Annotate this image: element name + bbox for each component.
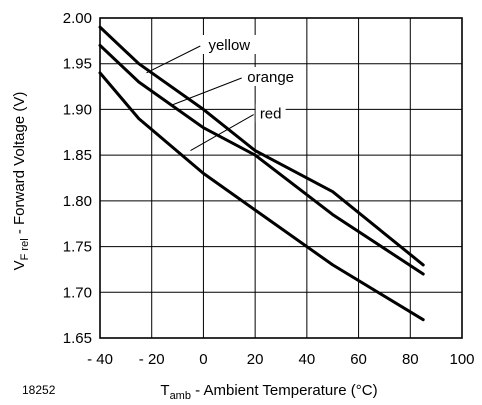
x-tick-label: 80 — [402, 351, 419, 368]
x-tick-label: - 40 — [87, 351, 113, 368]
y-axis-label-main: V — [11, 260, 28, 270]
y-tick-label: 1.70 — [63, 284, 92, 301]
grid — [100, 18, 462, 338]
x-axis-label-sub: amb — [170, 390, 191, 402]
series-label-red: red — [260, 106, 282, 123]
plot-frame — [99, 17, 463, 339]
y-tick-label: 1.65 — [63, 330, 92, 347]
y-tick-label: 1.90 — [63, 101, 92, 118]
x-tick-label: - 20 — [139, 351, 165, 368]
tick-labels: - 40 - 20 0 20 40 60 80 100 1.65 1.70 1.75 1.80 1.85… — [63, 10, 475, 368]
x-tick-label: 20 — [247, 351, 264, 368]
y-tick-label: 1.95 — [63, 56, 92, 73]
label-background-red — [255, 103, 286, 123]
series-label-yellow: yellow — [208, 37, 250, 54]
series-label-orange: orange — [247, 69, 294, 86]
series-line-orange — [98, 43, 425, 276]
leader-line-red — [190, 114, 254, 152]
x-axis-label: Tamb - Ambient Temperature (°C) — [160, 382, 377, 402]
x-axis-label-rest: - Ambient Temperature (°C) — [191, 382, 378, 399]
y-axis-label-sub: F rel — [19, 238, 31, 260]
y-axis-label: VF rel - Forward Voltage (V) — [11, 92, 31, 271]
x-tick-label: 40 — [299, 351, 316, 368]
label-background-yellow — [202, 35, 257, 54]
x-tick-label: 100 — [449, 351, 474, 368]
series-line-yellow — [98, 25, 425, 267]
y-axis-label-rest: - Forward Voltage (V) — [11, 92, 28, 239]
series-line-red — [98, 71, 425, 322]
series-lines — [98, 25, 425, 322]
y-tick-label: 1.75 — [63, 239, 92, 256]
y-tick-label: 1.80 — [63, 193, 92, 210]
figure-number: 18252 — [22, 383, 56, 397]
leader-line-yellow — [146, 45, 201, 74]
series-labels: yellow orange red — [146, 35, 298, 152]
y-tick-label: 1.85 — [63, 147, 92, 164]
x-tick-label: 60 — [350, 351, 367, 368]
x-axis-label-main: T — [160, 382, 169, 399]
label-background-orange — [243, 67, 298, 86]
y-tick-label: 2.00 — [63, 10, 92, 27]
x-tick-label: 0 — [199, 351, 207, 368]
leader-line-orange — [172, 77, 242, 106]
